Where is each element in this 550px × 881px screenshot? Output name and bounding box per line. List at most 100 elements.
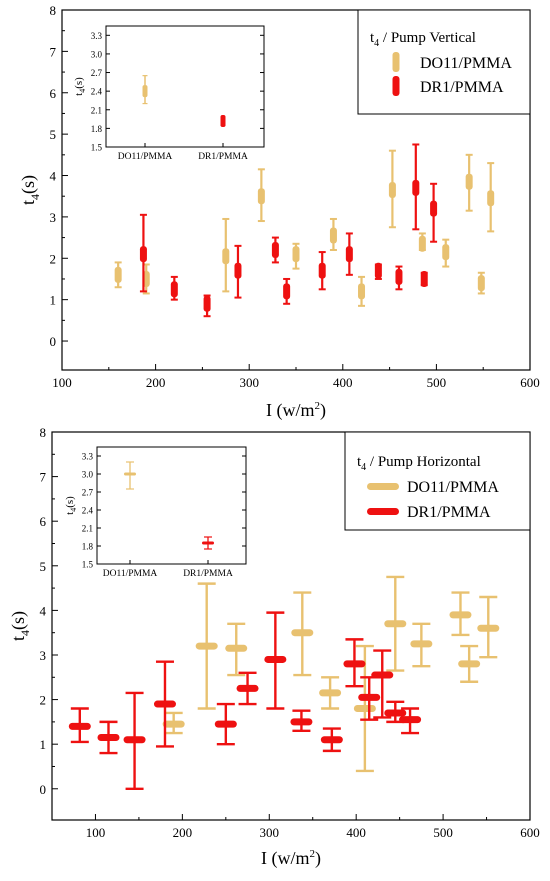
x-tick-label: 400	[333, 375, 353, 390]
inset-y-tick-label: 3.3	[82, 452, 94, 462]
series-dr1	[139, 143, 438, 318]
legend-label: DO11/PMMA	[420, 55, 512, 72]
data-point	[345, 246, 353, 263]
legend-title-text: t	[370, 30, 375, 46]
legend: t4 / Pump Horizontal DO11/PMMA DR1/PMMA	[344, 431, 531, 531]
data-point	[320, 736, 343, 744]
x-axis-label-text: I (w/m	[261, 848, 310, 869]
inset-x-tick-label: DR1/PMMA	[183, 569, 233, 579]
x-tick-label: 500	[433, 825, 453, 840]
y-tick-label: 2	[50, 251, 57, 266]
y-axis-label-sub: 4	[28, 194, 42, 200]
y-tick-label: 8	[40, 425, 47, 440]
data-point	[477, 624, 500, 632]
inset-chart: 1.5 1.8 2.1 2.4 2.7 3.0 3.3 t4(s) DO11/PMMA DR1/P…	[73, 25, 265, 162]
inset-y-axis-label: t4(s)	[64, 496, 78, 515]
x-tick-label: 100	[86, 825, 106, 840]
data-point	[487, 190, 495, 207]
data-point	[319, 689, 342, 697]
series-dr1	[68, 611, 422, 790]
inset-data-point	[220, 114, 226, 127]
inset-y-tick-label: 2.7	[91, 68, 103, 78]
y-tick-label: 1	[50, 293, 57, 308]
data-point	[399, 716, 422, 724]
inset-y-label-sub: 4	[78, 89, 87, 93]
data-point	[477, 275, 485, 292]
y-tick-label: 5	[40, 559, 47, 574]
x-axis-label-sup: 2	[310, 848, 316, 860]
y-axis-label-text: t	[18, 200, 38, 205]
y-axis-label-tail: (s)	[18, 175, 39, 194]
data-point	[412, 179, 420, 196]
data-point	[123, 736, 146, 744]
inset-data-point	[142, 85, 148, 98]
legend-swatch	[392, 52, 400, 72]
inset-x-tick-label: DR1/PMMA	[198, 152, 248, 162]
legend-title: t4 / Pump Vertical	[370, 30, 476, 49]
data-point	[114, 266, 122, 283]
data-point	[374, 262, 382, 279]
inset-y-tick-label: 2.1	[82, 524, 93, 534]
inset-y-tick-label: 2.4	[82, 506, 94, 516]
x-tick-label: 100	[52, 375, 72, 390]
data-point	[97, 733, 120, 741]
x-tick-label: 400	[346, 825, 366, 840]
x-tick-label: 500	[427, 375, 447, 390]
x-tick-label: 300	[239, 375, 259, 390]
data-point	[318, 262, 326, 279]
y-tick-label: 8	[50, 3, 57, 18]
data-point	[465, 173, 473, 190]
legend-swatch	[367, 508, 399, 515]
y-tick-label: 7	[40, 470, 47, 485]
y-axis-label: t4(s)	[8, 611, 32, 641]
data-point	[153, 700, 176, 708]
data-point	[68, 722, 91, 730]
plot-frame	[51, 431, 531, 821]
y-tick-label: 4	[40, 603, 47, 618]
x-axis-label-tail: )	[315, 848, 321, 869]
y-tick-label: 6	[40, 514, 47, 529]
data-point	[418, 235, 426, 252]
inset-y-tick-label: 2.7	[82, 488, 94, 498]
data-point	[283, 283, 291, 300]
data-point	[290, 718, 313, 726]
legend-label: DR1/PMMA	[407, 504, 491, 521]
inset-y-axis-label: t4(s)	[73, 77, 87, 96]
inset-y-tick-label: 1.5	[91, 143, 103, 153]
inset-y-tick-label: 1.8	[91, 124, 103, 134]
legend-swatch	[367, 483, 399, 490]
inset-x-tick-label: DO11/PMMA	[103, 569, 158, 579]
legend-title-sub: 4	[361, 462, 366, 473]
data-point	[458, 660, 481, 668]
inset-frame	[96, 446, 247, 565]
inset-y-tick-label: 2.4	[91, 87, 103, 97]
data-point	[430, 200, 438, 217]
data-point	[353, 705, 376, 713]
legend-swatch	[392, 76, 400, 96]
legend-title-tail: / Pump Vertical	[379, 30, 476, 46]
data-point	[203, 295, 211, 312]
y-axis-label-sub: 4	[18, 630, 32, 636]
x-tick-label: 200	[146, 375, 166, 390]
inset-y-tick-label: 2.1	[91, 105, 102, 115]
inset-y-tick-label: 3.0	[91, 49, 103, 59]
y-tick-label: 3	[40, 648, 47, 663]
x-axis-label-text: I (w/m	[266, 400, 315, 421]
inset-data-point	[202, 541, 214, 545]
data-point	[410, 640, 433, 648]
data-point	[214, 720, 237, 728]
series-do11	[114, 149, 495, 307]
data-point	[162, 720, 185, 728]
x-axis-label-tail: )	[320, 400, 326, 421]
legend-label: DO11/PMMA	[407, 479, 499, 496]
y-axis-label-tail: (s)	[8, 611, 29, 630]
inset-y-label-tail: (s)	[64, 496, 76, 508]
data-point	[358, 283, 366, 300]
data-point	[234, 262, 242, 279]
y-tick-label: 0	[50, 334, 57, 349]
x-axis-label-sup: 2	[315, 400, 321, 412]
legend-title: t4 / Pump Horizontal	[357, 454, 481, 473]
